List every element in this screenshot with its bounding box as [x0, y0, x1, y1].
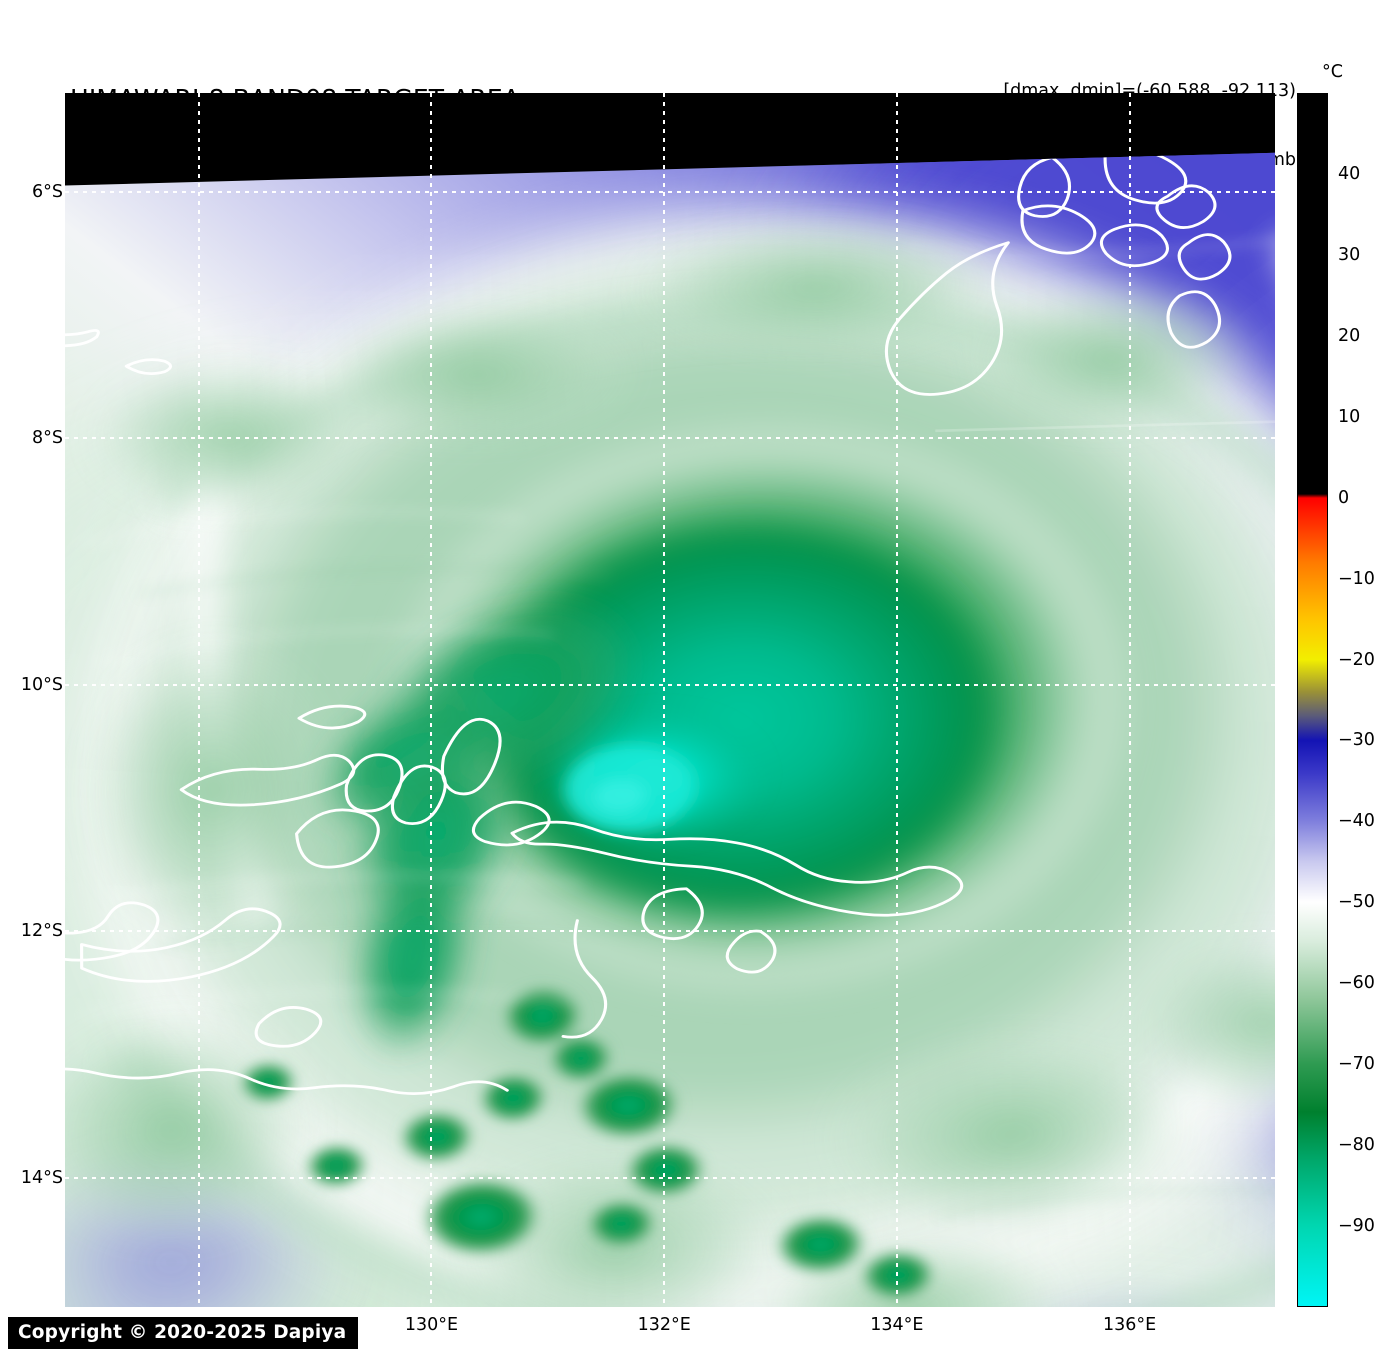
temperature-colorbar[interactable]: [1297, 93, 1328, 1307]
gridline-lat: [65, 1176, 1275, 1179]
lat-tick-label: 6°S: [32, 181, 63, 202]
colorbar-tick-label: −60: [1338, 973, 1375, 994]
gridline-lon: [663, 93, 666, 1307]
colorbar-tick-label: −90: [1338, 1216, 1375, 1237]
gridline-lat: [65, 190, 1275, 193]
satellite-swath-clip: [65, 93, 1275, 1307]
lon-tick-label: 134°E: [870, 1315, 924, 1335]
map-canvas[interactable]: [65, 93, 1275, 1307]
lon-tick-label: 132°E: [637, 1315, 691, 1335]
colorbar-tick-label: −40: [1338, 811, 1375, 832]
colorbar-gradient: [1298, 94, 1327, 1306]
gridline-lat: [65, 683, 1275, 686]
colorbar-tick-label: 20: [1338, 325, 1361, 346]
colorbar-tick-label: −70: [1338, 1054, 1375, 1075]
lat-tick-label: 14°S: [20, 1167, 63, 1188]
gridline-lat: [65, 437, 1275, 440]
gridline-lon: [1128, 93, 1131, 1307]
colorbar-tick-label: 10: [1338, 406, 1361, 427]
colorbar-tick-label: 0: [1338, 487, 1350, 508]
colorbar-tick-label: −80: [1338, 1135, 1375, 1156]
colorbar-tick-label: −10: [1338, 568, 1375, 589]
colorbar-tick-label: −30: [1338, 730, 1375, 751]
gridline-lon: [430, 93, 433, 1307]
gridline-lon: [197, 93, 200, 1307]
lat-tick-label: 8°S: [32, 428, 63, 449]
colorbar-tick-label: 40: [1338, 163, 1361, 184]
lat-tick-label: 10°S: [20, 674, 63, 695]
lon-tick-label: 136°E: [1102, 1315, 1157, 1335]
colorbar-tick-label: 30: [1338, 244, 1361, 265]
colorbar-tick-label: −20: [1338, 649, 1375, 670]
gridline-lat: [65, 930, 1275, 933]
lat-tick-label: 12°S: [20, 921, 63, 942]
copyright-banner: Copyright © 2020-2025 Dapiya: [8, 1317, 359, 1349]
colorbar-unit-label: °C: [1322, 62, 1343, 82]
colorbar-tick-label: −50: [1338, 892, 1375, 913]
lat-lon-gridlines: [65, 93, 1275, 1307]
gridline-lon: [895, 93, 898, 1307]
lon-tick-label: 130°E: [404, 1315, 459, 1335]
